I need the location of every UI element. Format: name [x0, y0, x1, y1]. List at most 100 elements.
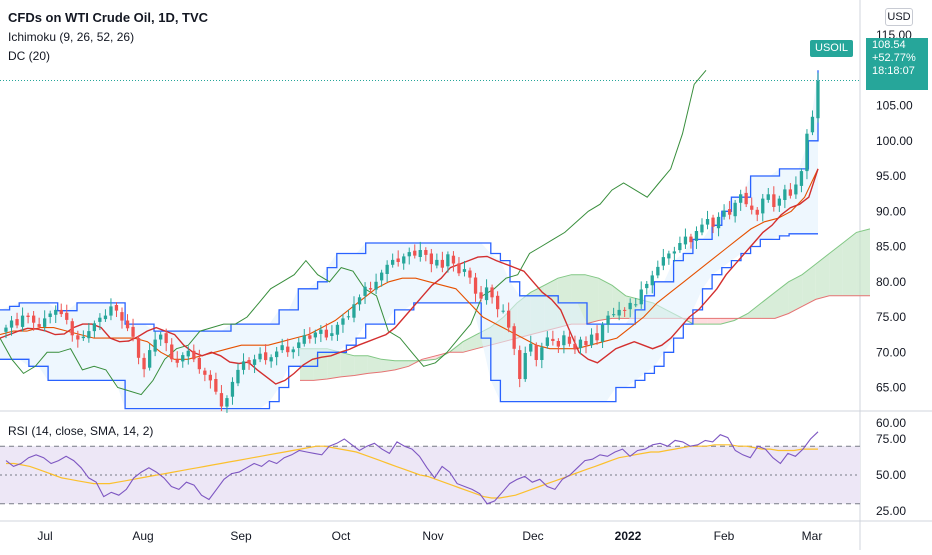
- candle-body: [600, 324, 605, 342]
- candle-body: [330, 333, 334, 336]
- candle-body: [208, 374, 212, 381]
- candle-body: [578, 339, 583, 349]
- candle-body: [661, 257, 665, 266]
- candle-body: [385, 264, 389, 274]
- cloud-segment: [720, 318, 735, 325]
- cloud-segment: [775, 281, 789, 319]
- candle-body: [484, 287, 489, 301]
- candle-body: [380, 272, 384, 281]
- candle-body: [103, 315, 108, 320]
- cloud-segment: [842, 232, 857, 296]
- candle-body: [324, 329, 328, 338]
- candle-body: [252, 359, 257, 365]
- candle-body: [407, 252, 411, 257]
- candle-body: [429, 253, 433, 265]
- time-tick-label: Oct: [332, 529, 351, 543]
- candle-body: [711, 217, 715, 227]
- candle-body: [136, 338, 141, 358]
- candle-body: [87, 331, 91, 339]
- candle-body: [164, 333, 168, 344]
- candle-body: [451, 255, 456, 264]
- candle-body: [512, 326, 516, 349]
- candle-body: [120, 312, 124, 321]
- candle-body: [529, 343, 533, 352]
- candle-body: [440, 259, 444, 268]
- candle-body: [612, 314, 616, 316]
- cloud-segment: [707, 318, 721, 325]
- candle-body: [518, 350, 522, 379]
- candle-body: [20, 315, 25, 327]
- candle-body: [716, 216, 721, 229]
- candle-body: [258, 353, 262, 360]
- time-tick-label: Jul: [37, 529, 52, 543]
- candle-body: [623, 309, 627, 311]
- candle-body: [335, 324, 340, 335]
- candle-body: [551, 338, 555, 341]
- candle-body: [556, 341, 560, 347]
- candle-body: [131, 326, 135, 337]
- candle-body: [794, 184, 798, 195]
- candle-body: [678, 243, 682, 251]
- cloud-segment: [829, 242, 843, 296]
- candle-body: [783, 189, 787, 200]
- candle-body: [523, 353, 527, 380]
- candle-body: [446, 254, 450, 267]
- rsi-line: [5, 431, 819, 505]
- candle-body: [739, 194, 743, 203]
- candle-body: [672, 251, 676, 254]
- bar-countdown: 18:18:07: [872, 65, 915, 77]
- candle-body: [496, 295, 500, 310]
- candle-body: [650, 275, 654, 286]
- candle-body: [148, 350, 152, 368]
- candle-body: [197, 357, 201, 370]
- rsi-legend[interactable]: RSI (14, close, SMA, 14, 2): [8, 424, 154, 438]
- donchian-lower-line: [0, 233, 818, 410]
- candle-body: [722, 210, 726, 217]
- rsi-ma-line: [6, 444, 818, 499]
- cloud-segment: [354, 355, 368, 376]
- candle-body: [98, 317, 102, 322]
- price-change: +52.77%: [872, 52, 916, 64]
- last-price: 108.54: [872, 39, 906, 51]
- candle-body: [805, 133, 809, 172]
- candle-body: [413, 250, 417, 256]
- candle-body: [219, 393, 224, 407]
- candle-body: [264, 352, 268, 361]
- candle-body: [81, 336, 85, 339]
- candle-body: [761, 198, 765, 214]
- candle-body: [291, 349, 295, 353]
- currency-badge[interactable]: USD: [885, 8, 913, 26]
- candle-body: [645, 283, 649, 289]
- price-tick-label: 60.00: [876, 416, 906, 430]
- price-tick-label: 65.00: [876, 381, 906, 395]
- chart-title[interactable]: CFDs on WTI Crude Oil, 1D, TVC: [8, 10, 209, 25]
- candle-body: [788, 189, 792, 196]
- candle-body: [396, 258, 400, 262]
- candle-body: [402, 256, 406, 264]
- candle-body: [352, 304, 356, 318]
- candle-body: [48, 313, 52, 317]
- cloud-segment: [381, 359, 395, 372]
- candle-body: [286, 346, 290, 353]
- candle-body: [462, 269, 467, 272]
- candle-body: [230, 381, 235, 397]
- candle-body: [766, 194, 770, 200]
- candle-body: [772, 194, 776, 207]
- time-tick-label: Feb: [714, 529, 735, 543]
- cloud-segment: [856, 228, 870, 296]
- candle-body: [589, 334, 594, 346]
- time-tick-label: 2022: [615, 529, 642, 543]
- candle-body: [26, 315, 30, 317]
- candle-body: [319, 329, 323, 334]
- candle-body: [225, 398, 229, 407]
- candle-body: [733, 202, 737, 217]
- ichimoku-legend[interactable]: Ichimoku (9, 26, 52, 26): [8, 30, 135, 44]
- candle-body: [810, 116, 815, 133]
- candle-body: [37, 324, 41, 327]
- candle-body: [744, 192, 748, 205]
- candle-body: [357, 297, 362, 305]
- donchian-legend[interactable]: DC (20): [8, 49, 51, 63]
- candle-body: [109, 306, 113, 316]
